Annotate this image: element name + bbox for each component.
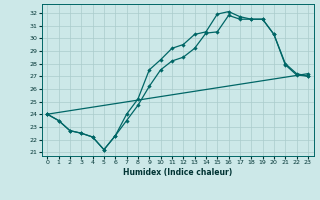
X-axis label: Humidex (Indice chaleur): Humidex (Indice chaleur) xyxy=(123,168,232,177)
